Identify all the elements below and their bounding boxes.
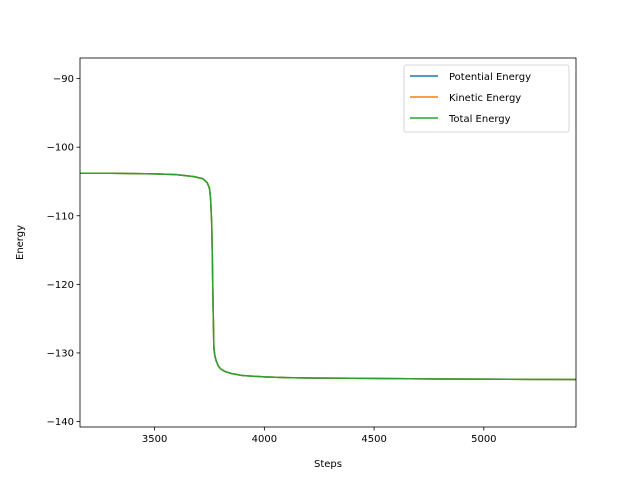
x-axis-label: Steps <box>314 459 342 470</box>
legend-label: Total Energy <box>448 114 511 125</box>
x-tick-label: 4500 <box>361 434 386 445</box>
y-axis-ticks: −90 −100 −110 −120 −130 −140 <box>47 74 80 428</box>
legend: Potential Energy Kinetic Energy Total Ener… <box>403 64 570 133</box>
legend-label: Potential Energy <box>449 72 531 83</box>
x-tick-label: 4000 <box>252 434 277 445</box>
y-tick-label: −120 <box>47 280 74 291</box>
x-tick-label: 5000 <box>471 434 496 445</box>
y-tick-label: −100 <box>47 143 74 154</box>
y-tick-label: −130 <box>47 348 74 359</box>
legend-label: Kinetic Energy <box>449 93 521 104</box>
axes-frame <box>79 57 577 428</box>
legend-box <box>403 64 570 133</box>
x-tick-label: 3500 <box>142 434 167 445</box>
y-tick-label: −110 <box>47 211 74 222</box>
y-axis-label: Energy <box>15 225 26 260</box>
x-axis-ticks: 3500 4000 4500 5000 <box>142 427 497 445</box>
series-line-total-energy <box>80 172 576 381</box>
series-layer <box>80 172 576 381</box>
y-tick-label: −90 <box>53 74 74 85</box>
y-tick-label: −140 <box>47 417 74 428</box>
